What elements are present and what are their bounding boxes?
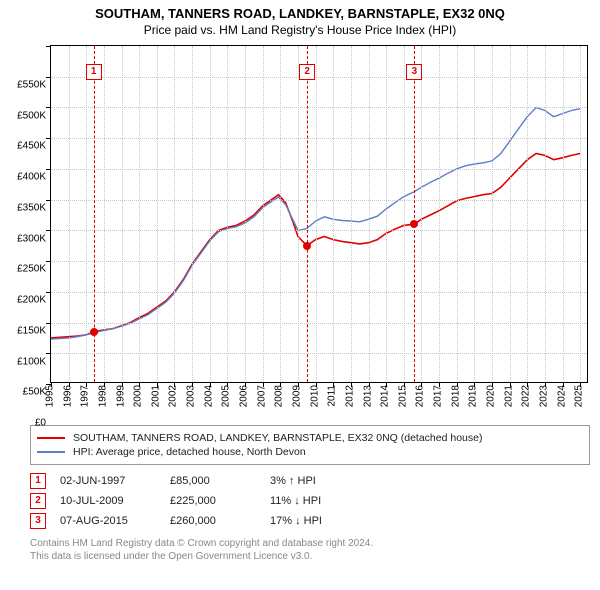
marker-box: 1: [86, 64, 102, 80]
x-tick-label: 1997: [80, 385, 91, 407]
event-price: £225,000: [170, 495, 270, 507]
legend-item: SOUTHAM, TANNERS ROAD, LANDKEY, BARNSTAP…: [37, 432, 583, 444]
marker-point: [303, 242, 311, 250]
marker-box: 3: [406, 64, 422, 80]
y-tick-label: £200K: [17, 295, 46, 306]
plot-area: 1 2 3: [50, 45, 588, 383]
event-date: 07-AUG-2015: [60, 515, 170, 527]
event-marker-box: 1: [30, 473, 46, 489]
y-tick-label: £350K: [17, 202, 46, 213]
x-tick-label: 2001: [150, 385, 161, 407]
footer: Contains HM Land Registry data © Crown c…: [30, 537, 590, 563]
x-tick-label: 2018: [450, 385, 461, 407]
x-tick-label: 2024: [556, 385, 567, 407]
x-tick-label: 2012: [344, 385, 355, 407]
x-tick-label: 2013: [362, 385, 373, 407]
legend-label: SOUTHAM, TANNERS ROAD, LANDKEY, BARNSTAP…: [73, 432, 482, 444]
x-tick-label: 2021: [503, 385, 514, 407]
x-tick-label: 2023: [538, 385, 549, 407]
x-tick-label: 2004: [203, 385, 214, 407]
x-tick-label: 2016: [415, 385, 426, 407]
event-row: 1 02-JUN-1997 £85,000 3% ↑ HPI: [30, 473, 590, 489]
y-tick-label: £250K: [17, 264, 46, 275]
y-tick-label: £450K: [17, 141, 46, 152]
x-tick-label: 2020: [485, 385, 496, 407]
y-axis-labels: £0£50K£100K£150K£200K£250K£300K£350K£400…: [2, 85, 48, 425]
y-tick-label: £400K: [17, 172, 46, 183]
marker-point: [410, 220, 418, 228]
x-tick-label: 2009: [291, 385, 302, 407]
x-tick-label: 2017: [433, 385, 444, 407]
legend-label: HPI: Average price, detached house, Nort…: [73, 446, 306, 458]
x-tick-label: 1999: [115, 385, 126, 407]
marker-line: [414, 46, 415, 382]
events-table: 1 02-JUN-1997 £85,000 3% ↑ HPI 2 10-JUL-…: [30, 473, 590, 529]
y-tick-label: £550K: [17, 80, 46, 91]
x-tick-label: 2006: [239, 385, 250, 407]
chart-subtitle: Price paid vs. HM Land Registry's House …: [0, 23, 600, 37]
x-tick-label: 1996: [62, 385, 73, 407]
x-tick-label: 2003: [186, 385, 197, 407]
marker-line: [307, 46, 308, 382]
x-tick-label: 1998: [97, 385, 108, 407]
footer-line: Contains HM Land Registry data © Crown c…: [30, 537, 590, 550]
legend-swatch: [37, 437, 65, 439]
y-tick-label: £150K: [17, 325, 46, 336]
event-row: 3 07-AUG-2015 £260,000 17% ↓ HPI: [30, 513, 590, 529]
line-series-svg: [51, 46, 589, 384]
event-marker-box: 2: [30, 493, 46, 509]
event-date: 02-JUN-1997: [60, 475, 170, 487]
x-tick-label: 2000: [133, 385, 144, 407]
event-price: £85,000: [170, 475, 270, 487]
x-tick-label: 2019: [468, 385, 479, 407]
titles: SOUTHAM, TANNERS ROAD, LANDKEY, BARNSTAP…: [0, 0, 600, 37]
chart-title: SOUTHAM, TANNERS ROAD, LANDKEY, BARNSTAP…: [0, 6, 600, 21]
y-tick-label: £300K: [17, 233, 46, 244]
x-tick-label: 2002: [168, 385, 179, 407]
x-tick-label: 2007: [256, 385, 267, 407]
x-tick-label: 2025: [574, 385, 585, 407]
event-pct: 3% ↑ HPI: [270, 475, 390, 487]
footer-line: This data is licensed under the Open Gov…: [30, 550, 590, 563]
x-tick-label: 2010: [309, 385, 320, 407]
x-tick-label: 1995: [45, 385, 56, 407]
legend: SOUTHAM, TANNERS ROAD, LANDKEY, BARNSTAP…: [30, 425, 590, 465]
legend-swatch: [37, 451, 65, 453]
x-axis-labels: 1995199619971998199920002001200220032004…: [50, 383, 588, 419]
y-tick-label: £50K: [23, 387, 46, 398]
x-tick-label: 2008: [274, 385, 285, 407]
x-tick-label: 2022: [521, 385, 532, 407]
event-pct: 11% ↓ HPI: [270, 495, 390, 507]
x-tick-label: 2014: [380, 385, 391, 407]
x-tick-label: 2015: [397, 385, 408, 407]
event-pct: 17% ↓ HPI: [270, 515, 390, 527]
y-tick-label: £100K: [17, 356, 46, 367]
marker-point: [90, 328, 98, 336]
x-tick-label: 2011: [327, 385, 338, 407]
chart-container: SOUTHAM, TANNERS ROAD, LANDKEY, BARNSTAP…: [0, 0, 600, 563]
y-tick-label: £0: [35, 418, 46, 429]
marker-box: 2: [299, 64, 315, 80]
event-price: £260,000: [170, 515, 270, 527]
y-tick-label: £500K: [17, 110, 46, 121]
event-marker-box: 3: [30, 513, 46, 529]
legend-item: HPI: Average price, detached house, Nort…: [37, 446, 583, 458]
event-row: 2 10-JUL-2009 £225,000 11% ↓ HPI: [30, 493, 590, 509]
event-date: 10-JUL-2009: [60, 495, 170, 507]
x-tick-label: 2005: [221, 385, 232, 407]
